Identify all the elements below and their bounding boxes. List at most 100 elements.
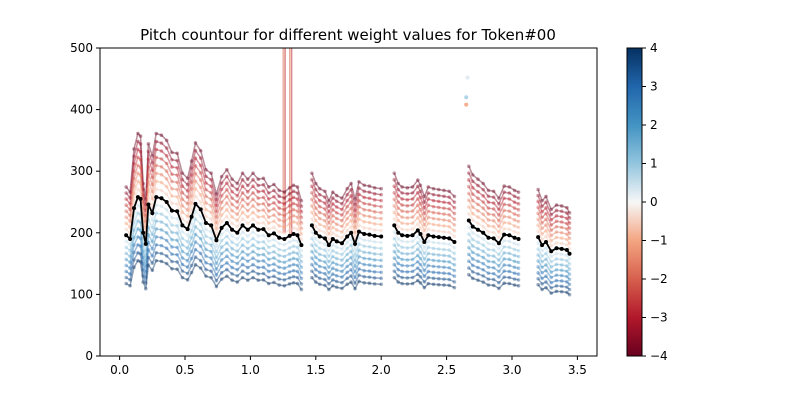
weight-point <box>331 213 335 218</box>
weight-point <box>549 259 554 264</box>
weight-point <box>331 196 335 200</box>
weight-point <box>299 204 304 209</box>
weight-point <box>362 189 366 194</box>
weight-point <box>261 246 266 250</box>
weight-point <box>291 220 296 224</box>
weight-point <box>436 259 441 263</box>
weight-contour <box>311 264 382 280</box>
weight-point <box>291 244 296 249</box>
baseline-point <box>512 235 517 240</box>
weight-point <box>159 149 164 153</box>
weight-point <box>476 278 480 283</box>
weight-point <box>379 270 383 275</box>
baseline-point <box>203 220 208 225</box>
weight-point <box>209 275 213 280</box>
weight-point <box>410 263 415 268</box>
weight-point <box>372 240 377 244</box>
weight-point <box>334 210 339 215</box>
weight-point <box>180 197 185 202</box>
weight-point <box>379 264 383 269</box>
baseline-point <box>353 241 358 246</box>
weight-point <box>251 197 255 202</box>
weight-point <box>138 189 143 193</box>
weight-point <box>512 253 517 258</box>
weight-point <box>400 269 404 274</box>
weight-point <box>295 185 300 189</box>
weight-point <box>353 253 357 257</box>
weight-point <box>266 281 271 286</box>
weight-point <box>418 238 423 242</box>
weight-point <box>516 207 521 212</box>
weight-point <box>193 141 198 145</box>
weight-point <box>240 210 245 215</box>
weight-point <box>261 252 266 257</box>
weight-contour <box>537 213 571 234</box>
weight-point <box>132 265 136 270</box>
weight-point <box>136 139 140 144</box>
weight-point <box>317 228 322 233</box>
weight-point <box>299 226 304 231</box>
weight-point <box>245 202 250 207</box>
weight-point <box>549 239 554 243</box>
weight-point <box>486 206 491 210</box>
weight-point <box>132 235 136 240</box>
weight-point <box>418 213 423 218</box>
weight-point <box>136 155 140 160</box>
weight-point <box>331 190 335 194</box>
weight-contour <box>468 199 519 228</box>
colorbar-tick-label: −2 <box>650 272 668 286</box>
weight-point <box>559 241 564 246</box>
weight-point <box>418 262 423 267</box>
weight-contour <box>125 251 303 285</box>
weight-point <box>512 224 517 228</box>
weight-point <box>136 258 140 263</box>
weight-point <box>219 264 224 269</box>
weight-point <box>431 228 436 233</box>
baseline-point <box>349 230 354 235</box>
weight-point <box>497 247 501 251</box>
x-tick-label: 0.0 <box>110 363 129 377</box>
weight-point <box>132 147 136 151</box>
weight-point <box>486 212 491 216</box>
weight-point <box>431 246 436 251</box>
weight-point <box>349 200 353 204</box>
weight-point <box>282 213 287 218</box>
weight-point <box>516 219 521 224</box>
weight-point <box>266 269 271 274</box>
weight-point <box>502 184 506 188</box>
weight-point <box>516 248 521 253</box>
weight-point <box>516 260 521 265</box>
weight-series <box>124 139 572 220</box>
weight-point <box>536 187 540 192</box>
weight-point <box>240 230 245 234</box>
baseline-point <box>405 233 410 238</box>
weight-series <box>124 242 572 287</box>
weight-point <box>353 275 357 280</box>
weight-point <box>235 218 240 223</box>
weight-point <box>164 215 169 220</box>
weight-point <box>544 263 548 267</box>
weight-point <box>559 204 564 208</box>
weight-point <box>310 184 314 189</box>
weight-point <box>567 241 572 246</box>
weight-series <box>124 250 572 292</box>
weight-point <box>154 131 159 136</box>
weight-point <box>124 215 128 219</box>
weight-point <box>481 194 486 198</box>
baseline-point <box>400 233 405 238</box>
weight-point <box>476 177 480 182</box>
weight-point <box>422 268 427 273</box>
weight-point <box>447 283 452 288</box>
weight-point <box>150 189 155 194</box>
weight-contour <box>125 219 303 263</box>
weight-point <box>467 225 471 230</box>
weight-contour <box>468 240 519 262</box>
weight-point <box>282 266 287 271</box>
baseline-point <box>507 233 512 238</box>
weight-point <box>317 276 322 281</box>
weight-point <box>491 207 496 211</box>
weight-point <box>185 271 190 276</box>
baseline-point <box>235 230 240 235</box>
baseline-point <box>169 208 174 213</box>
